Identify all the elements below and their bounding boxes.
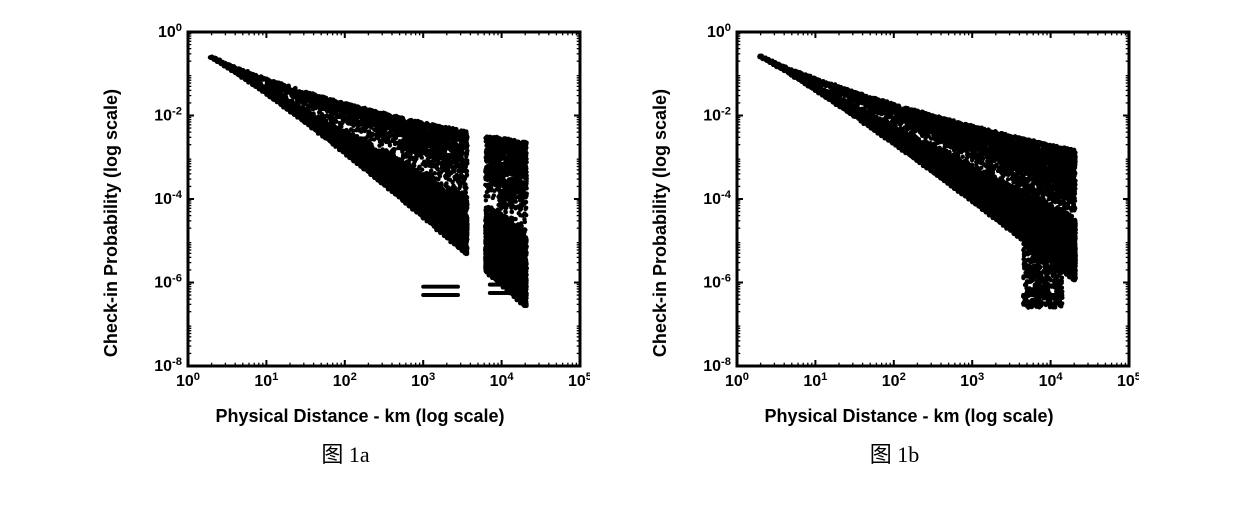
plot-area-b: Check-in Probability (log scale) 1001011… (650, 20, 1139, 427)
svg-text:103: 103 (411, 371, 435, 390)
svg-text:10-6: 10-6 (154, 273, 182, 292)
svg-text:100: 100 (158, 22, 182, 41)
svg-text:101: 101 (254, 371, 278, 390)
svg-text:10-2: 10-2 (154, 106, 182, 125)
xlabel-b: Physical Distance - km (log scale) (679, 406, 1139, 427)
ylabel-b: Check-in Probability (log scale) (650, 89, 671, 357)
xlabel-a: Physical Distance - km (log scale) (130, 406, 590, 427)
plot-area-a: Check-in Probability (log scale) 100 101 1… (101, 20, 590, 427)
subplot-a: Check-in Probability (log scale) 100 101 1… (101, 20, 590, 469)
chart-svg-a: 10010110210310410510-810-610-410-2100 (130, 20, 590, 400)
svg-text:104: 104 (490, 371, 515, 390)
caption-b: 图 1b (870, 437, 920, 469)
svg-text:102: 102 (333, 371, 357, 390)
ylabel-a: Check-in Probability (log scale) (101, 89, 122, 357)
axes-wrap-b: 10010110210310410510-810-610-410-2100 Ph… (679, 20, 1139, 427)
chart-svg-b: 10010110210310410510-810-610-410-2100 (679, 20, 1139, 400)
caption-a: 图 1a (321, 437, 369, 469)
figure-container: Check-in Probability (log scale) 1001011… (20, 20, 1220, 469)
svg-text:10-4: 10-4 (154, 189, 183, 208)
subplot-b: Check-in Probability (log scale) 1001011… (650, 20, 1139, 469)
axes-wrap-a: 10010110210310410510-810-610-410-2100 Ph… (130, 20, 590, 427)
svg-text:100: 100 (176, 371, 200, 390)
svg-text:105: 105 (568, 371, 590, 390)
